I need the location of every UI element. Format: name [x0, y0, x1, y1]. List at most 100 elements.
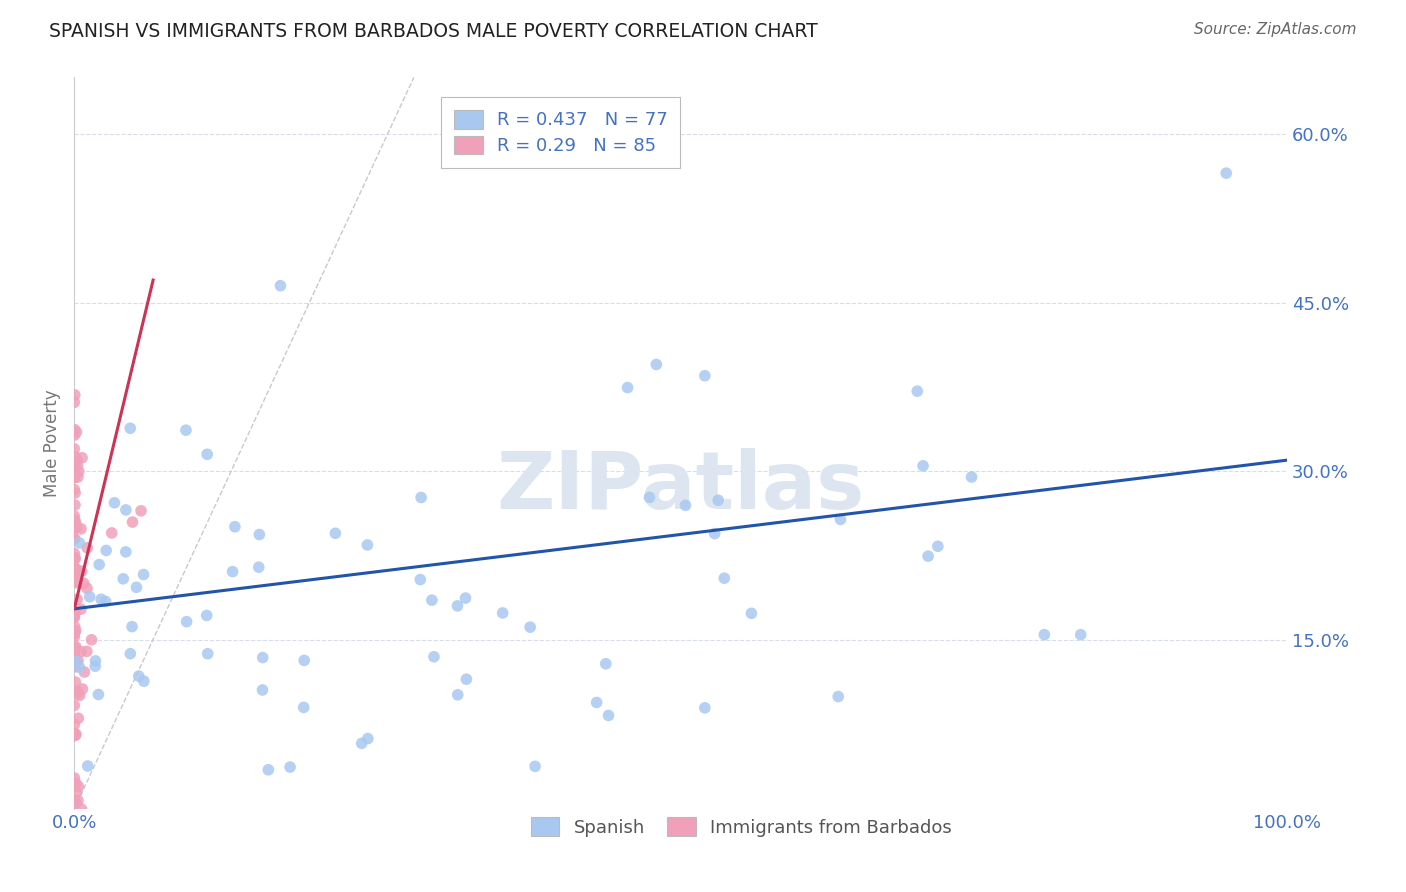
Point [114, 545, 136, 559]
Point [65, 624, 87, 638]
Point [63, 793, 86, 807]
Point [638, 491, 661, 505]
Point [66, 684, 89, 698]
Point [1070, 627, 1092, 641]
Legend: Spanish, Immigrants from Barbados: Spanish, Immigrants from Barbados [523, 810, 959, 844]
Point [703, 526, 725, 541]
Point [585, 696, 607, 710]
Point [63, 442, 86, 456]
Point [325, 526, 347, 541]
Point [357, 731, 380, 746]
Point [252, 650, 274, 665]
Point [84, 659, 107, 673]
Point [66, 458, 89, 473]
Point [100, 525, 122, 540]
Point [63, 459, 86, 474]
Point [63, 684, 86, 698]
Point [87, 688, 110, 702]
Point [79, 590, 101, 604]
Point [132, 674, 155, 689]
Point [63, 610, 86, 624]
Point [63, 550, 86, 565]
Point [247, 560, 270, 574]
Point [63, 532, 86, 546]
Point [66, 687, 89, 701]
Point [63, 646, 86, 660]
Point [492, 606, 515, 620]
Point [63, 726, 86, 740]
Point [84, 654, 107, 668]
Point [65, 654, 87, 668]
Point [195, 447, 218, 461]
Point [63, 624, 86, 639]
Point [420, 593, 443, 607]
Point [121, 515, 143, 529]
Point [121, 619, 143, 633]
Point [63, 471, 86, 485]
Point [65, 425, 87, 439]
Point [63, 513, 86, 527]
Point [63, 653, 86, 667]
Point [269, 278, 291, 293]
Point [63, 698, 86, 713]
Point [927, 539, 949, 553]
Point [70, 644, 93, 658]
Point [63, 574, 86, 588]
Point [63, 771, 86, 785]
Point [66, 592, 89, 607]
Point [63, 660, 86, 674]
Point [66, 520, 89, 534]
Point [63, 630, 86, 644]
Point [96, 543, 118, 558]
Point [221, 565, 243, 579]
Point [65, 776, 87, 790]
Point [65, 640, 87, 654]
Point [65, 797, 87, 811]
Point [112, 572, 135, 586]
Point [707, 493, 730, 508]
Point [63, 568, 86, 582]
Point [63, 606, 86, 620]
Point [90, 592, 112, 607]
Point [827, 690, 849, 704]
Point [66, 470, 89, 484]
Text: ZIPatlas: ZIPatlas [496, 448, 865, 526]
Point [63, 552, 86, 566]
Point [65, 562, 87, 576]
Point [693, 701, 716, 715]
Text: Source: ZipAtlas.com: Source: ZipAtlas.com [1194, 22, 1357, 37]
Point [456, 672, 478, 686]
Point [519, 620, 541, 634]
Point [76, 581, 98, 595]
Point [70, 602, 93, 616]
Point [595, 657, 617, 671]
Point [63, 547, 86, 561]
Point [63, 486, 86, 500]
Point [63, 626, 86, 640]
Point [76, 644, 98, 658]
Point [66, 574, 89, 589]
Point [645, 358, 668, 372]
Point [63, 498, 86, 512]
Point [454, 591, 477, 605]
Point [278, 760, 301, 774]
Point [128, 669, 150, 683]
Point [616, 381, 638, 395]
Point [912, 458, 935, 473]
Point [67, 711, 90, 725]
Point [65, 727, 87, 741]
Point [65, 575, 87, 590]
Point [63, 717, 86, 731]
Point [356, 538, 378, 552]
Point [63, 609, 86, 624]
Point [63, 729, 86, 743]
Point [72, 576, 94, 591]
Point [917, 549, 939, 563]
Point [63, 641, 86, 656]
Point [350, 736, 373, 750]
Point [905, 384, 928, 399]
Point [120, 421, 142, 435]
Point [63, 483, 86, 497]
Point [65, 785, 87, 799]
Point [675, 499, 697, 513]
